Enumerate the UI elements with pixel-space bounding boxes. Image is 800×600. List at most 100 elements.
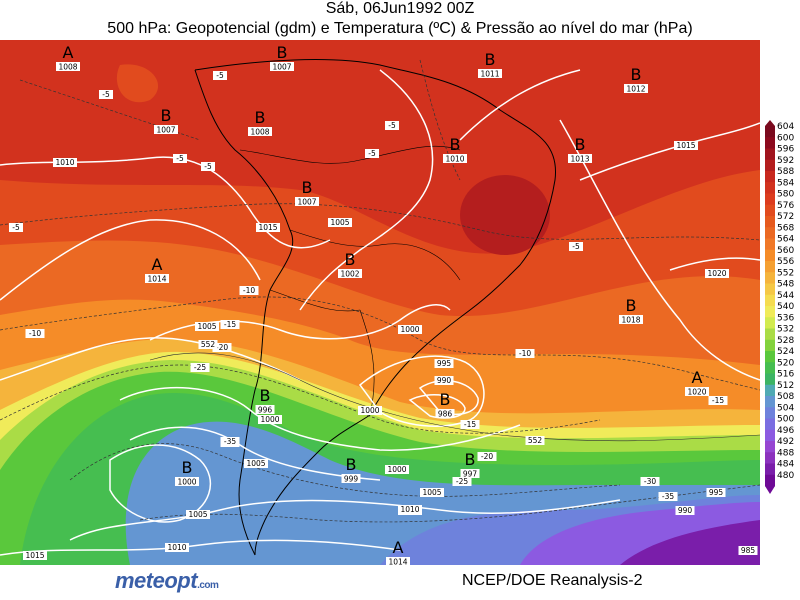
- meteopt-logo: meteopt.com: [115, 568, 219, 594]
- pressure-value-box: [145, 274, 169, 283]
- colorbar-label: 596: [777, 145, 794, 155]
- isotherms: [0, 59, 760, 523]
- pressure-system-type: B: [485, 50, 496, 69]
- colorbar-segment: [765, 339, 775, 352]
- pressure-value-box: [624, 84, 648, 93]
- colorbar-svg: 6046005965925885845805765725685645605565…: [765, 120, 794, 494]
- colorbar-segment: [765, 474, 775, 487]
- isobar-label-box: [706, 488, 726, 497]
- pressure-system-type: B: [260, 386, 271, 405]
- temperature-label: -5: [176, 154, 184, 163]
- isobar-label: 995: [437, 359, 452, 368]
- temperature-label: -15: [464, 420, 476, 429]
- isobar-label-box: [195, 322, 219, 331]
- colorbar-label: 528: [777, 336, 794, 346]
- pressure-system-value: 1000: [177, 478, 196, 487]
- colorbar-segment: [765, 126, 775, 138]
- colorbar-label: 524: [777, 347, 794, 357]
- pressure-system-value: 1010: [445, 155, 464, 164]
- colorbar-label: 540: [777, 302, 794, 312]
- temperature-label: -5: [388, 121, 396, 130]
- temperature-label: -5: [572, 242, 580, 251]
- colorbar-label: 544: [777, 291, 794, 301]
- colorbar-segment: [765, 261, 775, 273]
- pressure-system-type: B: [345, 250, 356, 269]
- pressure-system-type: A: [63, 43, 74, 62]
- colorbar-label: 480: [777, 471, 794, 481]
- weather-map: A 1008 B 1007 B 1011 B 1012 B 1007 B 1008 B 1010 B 1013…: [0, 40, 760, 565]
- isobar-label: 1000: [400, 325, 419, 334]
- pressure-system-value: 997: [463, 470, 478, 479]
- colorbar-segment: [765, 159, 775, 172]
- pressure-system-type: B: [302, 178, 313, 197]
- isobar-label-box: [328, 218, 352, 227]
- isobar-label: 1000: [260, 415, 279, 424]
- pressure-system-type: B: [440, 390, 451, 409]
- temperature-label-box: [220, 437, 240, 446]
- pressure-system-value: 1007: [272, 63, 291, 72]
- colorbar-segment: [765, 362, 775, 374]
- colorbar-label: 488: [777, 448, 794, 458]
- temperature-label-box: [190, 363, 210, 372]
- colorbar-segment: [765, 317, 775, 329]
- colorbar-segment: [765, 328, 775, 341]
- geopotential-contours: [149, 352, 760, 442]
- pressure-system-type: B: [255, 108, 266, 127]
- pressure-system-type: B: [575, 135, 586, 154]
- temperature-label-box: [460, 420, 480, 429]
- colorbar-segment: [765, 294, 775, 307]
- pressure-system-type: B: [450, 135, 461, 154]
- pressure-value-box: [619, 315, 643, 324]
- temperature-label: -35: [224, 437, 236, 446]
- colorbar-segment: [765, 249, 775, 262]
- temperature-label-box: [201, 162, 215, 171]
- colorbar-label: 560: [777, 246, 794, 256]
- colorbar-label: 584: [777, 178, 794, 188]
- pressure-system-value: 1020: [687, 388, 706, 397]
- temperature-label: -30: [644, 477, 656, 486]
- temperature-label: -25: [456, 477, 468, 486]
- pressure-value-box: [435, 409, 455, 418]
- colorbar-label: 492: [777, 437, 794, 447]
- pressure-value-box: [270, 62, 294, 71]
- temperature-label: -5: [204, 162, 212, 171]
- pressure-system-type: B: [626, 296, 637, 315]
- pressure-value-box: [341, 474, 361, 483]
- pressure-system-value: 986: [438, 410, 453, 419]
- colorbar-label: 500: [777, 415, 794, 425]
- colorbar-label: 580: [777, 190, 794, 200]
- isobar-label-box: [258, 415, 282, 424]
- isobar-label-box: [434, 359, 454, 368]
- temperature-label-box: [212, 343, 232, 352]
- colorbar-bottom-arrow: [765, 486, 775, 494]
- colorbar-label: 548: [777, 280, 794, 290]
- isobar-label: 1005: [188, 510, 207, 519]
- colorbar-segment: [765, 351, 775, 363]
- pressure-system-value: 1018: [621, 316, 640, 325]
- temperature-label-box: [220, 320, 240, 329]
- isobar-label: 1020: [707, 269, 726, 278]
- colorbar-segment: [765, 396, 775, 408]
- pressure-system-type: B: [631, 65, 642, 84]
- temperature-label: -25: [194, 363, 206, 372]
- geopotential-label: 552: [528, 436, 543, 445]
- pressure-value-box: [56, 62, 80, 71]
- pressure-value-box: [255, 405, 275, 414]
- colorbar-label: 496: [777, 426, 794, 436]
- colorbar-label: 600: [777, 133, 794, 143]
- pressure-value-box: [386, 557, 410, 565]
- temperature-label-box: [213, 71, 227, 80]
- colorbar-label: 532: [777, 325, 794, 335]
- temperature-label: -10: [243, 286, 255, 295]
- isobar-label: 1005: [422, 488, 441, 497]
- pressure-system-value: 1012: [626, 85, 645, 94]
- pressure-system-type: B: [182, 458, 193, 477]
